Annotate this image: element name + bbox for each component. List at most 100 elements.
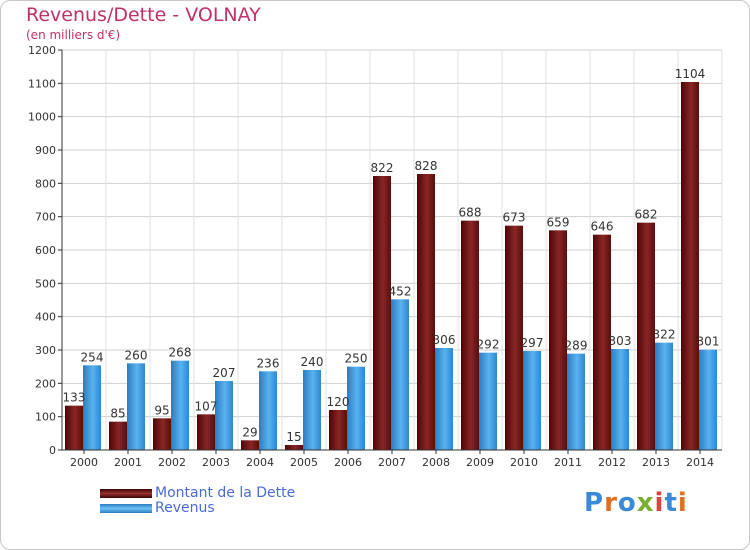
- x-tick-label: 2009: [466, 456, 494, 469]
- data-label-dette: 688: [459, 206, 482, 220]
- data-label-dette: 822: [371, 161, 394, 175]
- data-label-dette: 133: [63, 391, 86, 405]
- data-label-revenus: 297: [521, 336, 544, 350]
- logo-letter: i: [677, 488, 688, 518]
- x-tick-label: 2005: [290, 456, 318, 469]
- logo-letter: o: [617, 488, 637, 518]
- x-tick-label: 2006: [334, 456, 362, 469]
- chart-title: Revenus/Dette - VOLNAY: [26, 4, 261, 26]
- bar-dette: [417, 174, 435, 450]
- data-label-revenus: 292: [477, 338, 500, 352]
- bar-revenus: [127, 363, 145, 450]
- data-label-revenus: 268: [169, 346, 192, 360]
- legend-label-revenus: Revenus: [155, 500, 215, 516]
- data-label-revenus: 240: [301, 355, 324, 369]
- y-tick-label: 1100: [28, 77, 56, 90]
- x-tick-label: 2002: [158, 456, 186, 469]
- data-label-revenus: 303: [609, 334, 632, 348]
- bar-dette: [373, 176, 391, 450]
- bar-dette: [549, 230, 567, 450]
- bar-revenus: [699, 349, 717, 450]
- chart-subtitle: (en milliers d'€): [26, 28, 121, 42]
- data-label-dette: 95: [154, 403, 169, 417]
- bar-revenus: [523, 351, 541, 450]
- legend-label-debt: Montant de la Dette: [155, 485, 296, 501]
- data-label-dette: 107: [195, 399, 218, 413]
- data-label-dette: 682: [635, 208, 658, 222]
- bar-dette: [65, 405, 83, 450]
- bar-revenus: [479, 352, 497, 450]
- y-tick-label: 1200: [28, 44, 56, 57]
- x-tick-label: 2011: [554, 456, 582, 469]
- bar-dette: [241, 440, 259, 450]
- x-tick-label: 2012: [598, 456, 626, 469]
- bar-revenus: [655, 342, 673, 450]
- bar-revenus: [171, 360, 189, 450]
- logo-letter: i: [654, 488, 665, 518]
- data-label-revenus: 452: [389, 284, 412, 298]
- y-tick-label: 300: [35, 344, 56, 357]
- bar-revenus: [83, 365, 101, 450]
- logo-letter: P: [584, 488, 605, 518]
- data-label-dette: 29: [242, 425, 257, 439]
- x-tick-label: 2014: [686, 456, 714, 469]
- y-tick-label: 800: [35, 177, 56, 190]
- bar-dette: [505, 225, 523, 450]
- bar-revenus: [259, 371, 277, 450]
- legend-swatch-revenus: [100, 504, 152, 513]
- data-label-revenus: 306: [433, 333, 456, 347]
- bar-dette: [593, 234, 611, 450]
- bar-revenus: [435, 348, 453, 450]
- logo-letter: t: [664, 488, 678, 518]
- x-tick-label: 2001: [114, 456, 142, 469]
- x-tick-label: 2007: [378, 456, 406, 469]
- bar-dette: [681, 82, 699, 450]
- y-tick-label: 200: [35, 377, 56, 390]
- x-tick-label: 2008: [422, 456, 450, 469]
- data-label-dette: 85: [110, 407, 125, 421]
- data-label-dette: 15: [286, 430, 301, 444]
- legend-swatch-debt: [100, 489, 152, 498]
- bar-revenus: [567, 353, 585, 450]
- bar-dette: [197, 414, 215, 450]
- y-tick-label: 700: [35, 211, 56, 224]
- x-tick-label: 2000: [70, 456, 98, 469]
- y-tick-label: 100: [35, 411, 56, 424]
- data-label-revenus: 207: [213, 366, 236, 380]
- bar-revenus: [215, 381, 233, 450]
- data-label-dette: 659: [547, 215, 570, 229]
- bar-dette: [637, 222, 655, 450]
- data-label-revenus: 301: [697, 335, 720, 349]
- bar-revenus: [303, 370, 321, 450]
- y-tick-label: 500: [35, 277, 56, 290]
- bar-dette: [285, 445, 303, 450]
- x-tick-label: 2004: [246, 456, 274, 469]
- data-label-revenus: 236: [257, 356, 280, 370]
- y-tick-label: 1000: [28, 111, 56, 124]
- bar-revenus: [391, 299, 409, 450]
- data-label-dette: 828: [415, 159, 438, 173]
- bar-dette: [109, 421, 127, 450]
- y-tick-label: 0: [49, 444, 56, 457]
- proxiti-logo: Proxiti: [584, 488, 688, 518]
- bar-dette: [329, 410, 347, 450]
- data-label-revenus: 289: [565, 339, 588, 353]
- data-label-dette: 1104: [675, 67, 706, 81]
- x-tick-label: 2013: [642, 456, 670, 469]
- x-tick-label: 2010: [510, 456, 538, 469]
- y-tick-label: 400: [35, 311, 56, 324]
- y-tick-label: 900: [35, 144, 56, 157]
- logo-letter: x: [636, 488, 655, 518]
- y-tick-label: 600: [35, 244, 56, 257]
- data-label-revenus: 250: [345, 352, 368, 366]
- logo-letter: r: [604, 488, 618, 518]
- data-label-revenus: 260: [125, 348, 148, 362]
- data-label-revenus: 322: [653, 328, 676, 342]
- bar-dette: [461, 220, 479, 450]
- data-label-dette: 120: [327, 395, 350, 409]
- bar-revenus: [611, 349, 629, 450]
- x-tick-label: 2003: [202, 456, 230, 469]
- data-label-dette: 646: [591, 220, 614, 234]
- data-label-revenus: 254: [81, 350, 104, 364]
